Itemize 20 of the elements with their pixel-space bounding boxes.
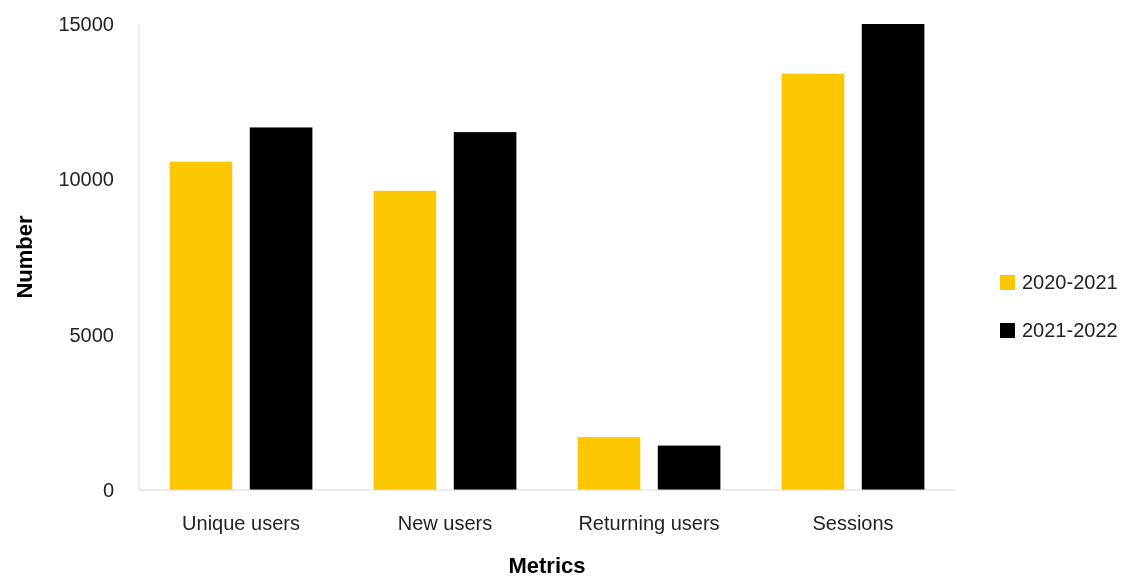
bar: [249, 127, 313, 490]
y-tick-label: 15000: [58, 13, 114, 35]
x-tick-label: New users: [397, 512, 493, 534]
x-tick-label: Sessions: [812, 512, 894, 534]
legend-label: 2021-2022: [1022, 319, 1118, 341]
bar: [169, 161, 233, 490]
bar: [373, 190, 437, 490]
x-tick-label: Returning users: [578, 512, 720, 534]
x-axis-title: Metrics: [508, 553, 586, 578]
x-tick-label: Unique users: [182, 512, 300, 534]
y-axis-title: Number: [12, 215, 37, 299]
bar: [657, 445, 721, 490]
legend-label: 2020-2021: [1022, 271, 1118, 293]
y-tick-label: 0: [102, 479, 114, 501]
bar: [781, 73, 845, 490]
y-tick-label: 10000: [58, 168, 114, 191]
bar: [861, 24, 925, 490]
y-tick-label: 5000: [69, 323, 114, 346]
bar: [577, 437, 641, 490]
bar: [453, 132, 517, 490]
